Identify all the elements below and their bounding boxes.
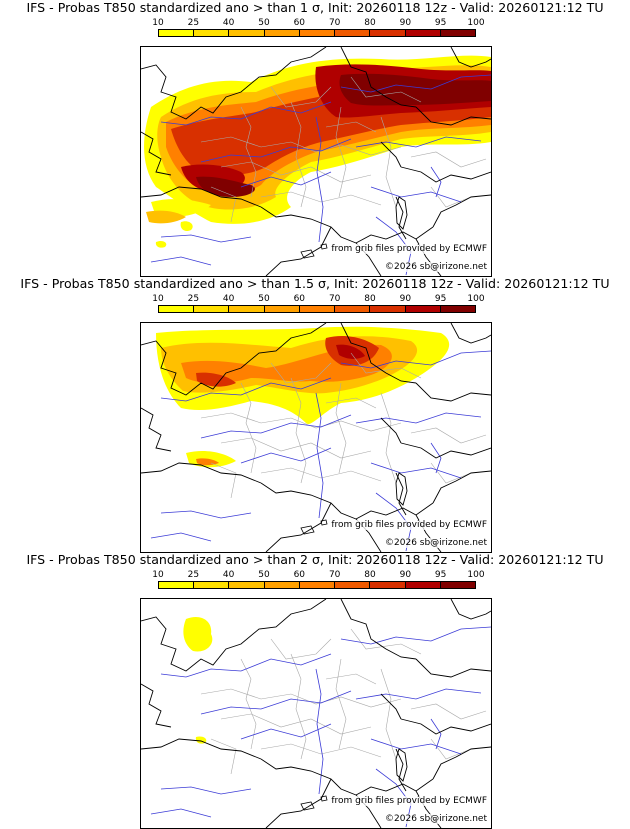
colorbar-tick: 25 [187, 294, 200, 304]
panel-title: IFS - Probas T850 standardized ano > tha… [20, 276, 610, 291]
colorbar-tick: 70 [328, 18, 341, 28]
colorbar-tick: 95 [434, 18, 447, 28]
colorbar: 10 25 40 50 60 70 80 90 95 100 [152, 570, 485, 594]
source-credit: from grib files provided by ECMWF [331, 796, 487, 806]
map-panel-1-5sigma: IFS - Probas T850 standardized ano > tha… [0, 276, 630, 553]
colorbar-tick: 10 [152, 18, 164, 28]
colorbar-tick: 70 [328, 570, 341, 580]
colorbar-swatch [405, 582, 441, 588]
colorbar-swatch [405, 306, 441, 312]
colorbar-tick: 25 [187, 570, 200, 580]
colorbar-tick: 25 [187, 18, 200, 28]
copyright: ©2026 sb@irizone.net [385, 538, 487, 548]
colorbar-tick: 70 [328, 294, 341, 304]
colorbar-swatch [440, 582, 475, 588]
colorbar-swatch [335, 306, 371, 312]
colorbar-tick: 10 [152, 294, 164, 304]
colorbar-swatch [229, 306, 265, 312]
map-canvas [141, 599, 491, 828]
colorbar-tick: 40 [222, 18, 235, 28]
colorbar: 10 25 40 50 60 70 80 90 95 100 [152, 294, 485, 318]
colorbar-swatch [194, 582, 230, 588]
map-canvas [141, 323, 491, 552]
colorbar-swatch [335, 30, 371, 36]
map-panel-2sigma: IFS - Probas T850 standardized ano > tha… [0, 552, 630, 829]
colorbar-swatch [440, 306, 475, 312]
copyright: ©2026 sb@irizone.net [385, 814, 487, 824]
colorbar-swatch [194, 30, 230, 36]
colorbar-swatch [194, 306, 230, 312]
colorbar-tick: 95 [434, 294, 447, 304]
colorbar-tick: 90 [399, 294, 412, 304]
colorbar-swatch [405, 30, 441, 36]
colorbar-tick: 90 [399, 570, 412, 580]
colorbar-swatches [158, 305, 476, 313]
colorbar-swatch [159, 306, 195, 312]
colorbar-tick: 80 [364, 18, 376, 28]
colorbar-swatches [158, 581, 476, 589]
colorbar-swatch [264, 582, 300, 588]
colorbar-tick: 60 [293, 294, 306, 304]
colorbar-tick: 100 [467, 294, 485, 304]
colorbar-tick: 40 [222, 294, 235, 304]
source-credit: from grib files provided by ECMWF [331, 520, 487, 530]
colorbar-tick: 10 [152, 570, 164, 580]
colorbar-swatches [158, 29, 476, 37]
colorbar-tick: 95 [434, 570, 447, 580]
colorbar-tick: 100 [467, 570, 485, 580]
colorbar-tick: 100 [467, 18, 485, 28]
colorbar-swatch [159, 30, 195, 36]
copyright: ©2026 sb@irizone.net [385, 262, 487, 272]
colorbar-tick: 90 [399, 18, 412, 28]
colorbar-swatch [229, 582, 265, 588]
colorbar-swatch [370, 306, 406, 312]
map-panel-1sigma: IFS - Probas T850 standardized ano > tha… [0, 0, 630, 277]
colorbar-swatch [370, 582, 406, 588]
colorbar-tick: 50 [258, 294, 270, 304]
colorbar-swatch [264, 30, 300, 36]
source-credit: from grib files provided by ECMWF [331, 244, 487, 254]
colorbar-tick: 80 [364, 294, 376, 304]
colorbar-swatch [370, 30, 406, 36]
colorbar-swatch [440, 30, 475, 36]
panel-title: IFS - Probas T850 standardized ano > tha… [26, 0, 604, 15]
map-canvas [141, 47, 491, 276]
colorbar-swatch [264, 306, 300, 312]
colorbar-swatch [299, 306, 336, 312]
colorbar-swatch [299, 582, 336, 588]
colorbar-swatch [299, 30, 336, 36]
colorbar-tick: 50 [258, 570, 270, 580]
colorbar-tick: 40 [222, 570, 235, 580]
colorbar-tick: 60 [293, 570, 306, 580]
colorbar-tick: 60 [293, 18, 306, 28]
colorbar-swatch [229, 30, 265, 36]
probability-map: from grib files provided by ECMWF ©2026 … [140, 46, 492, 277]
colorbar: 10 25 40 50 60 70 80 90 95 100 [152, 18, 485, 42]
colorbar-swatch [159, 582, 195, 588]
probability-map: from grib files provided by ECMWF ©2026 … [140, 322, 492, 553]
probability-map: from grib files provided by ECMWF ©2026 … [140, 598, 492, 829]
panel-title: IFS - Probas T850 standardized ano > tha… [26, 552, 604, 567]
colorbar-tick: 80 [364, 570, 376, 580]
colorbar-tick: 50 [258, 18, 270, 28]
colorbar-swatch [335, 582, 371, 588]
